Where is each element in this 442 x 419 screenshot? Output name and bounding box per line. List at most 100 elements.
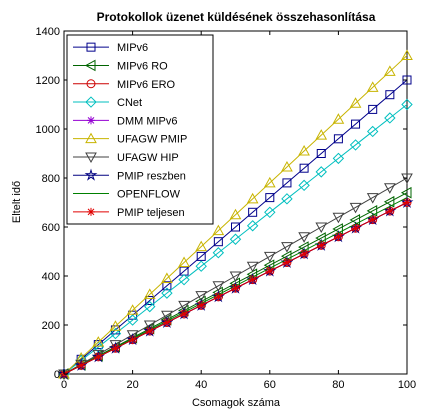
legend-label-openflow: OPENFLOW — [117, 189, 181, 201]
legend-entry-mipv6-ero: MIPv6 ERO — [73, 79, 176, 91]
legend-entry-cnet: CNet — [73, 96, 142, 109]
legend-entry-pmip-teljesen: PMIP teljesen — [73, 207, 185, 219]
data-point-pmip-teljesen — [231, 284, 240, 293]
data-point-mipv6 — [145, 296, 155, 305]
legend-entry-ufagw-hip: UFAGW HIP — [73, 152, 179, 164]
data-point-ufagw-pmip — [401, 49, 413, 60]
data-point-ufagw-pmip — [349, 97, 362, 108]
data-point-ufagw-hip — [384, 183, 396, 194]
data-point-cnet — [109, 327, 122, 340]
data-point-ufagw-pmip — [126, 304, 139, 315]
legend-entry-pmip-reszben: PMIP reszben — [73, 168, 186, 182]
data-point-ufagw-hip — [332, 212, 345, 224]
data-point-mipv6-ro — [383, 195, 395, 208]
data-point-cnet — [349, 139, 362, 151]
series-layer — [57, 49, 414, 381]
data-point-ufagw-pmip — [92, 336, 105, 347]
legend-marker-mipv6-ro — [84, 59, 96, 72]
legend-entry-dmm-mipv6: DMM MIPv6 — [73, 115, 178, 127]
data-point-mipv6 — [196, 251, 206, 261]
x-tick-label: 20 — [126, 379, 138, 391]
y-tick-label: 200 — [42, 320, 60, 332]
data-point-cnet — [229, 233, 242, 245]
data-point-ufagw-pmip — [281, 160, 293, 172]
data-point-mipv6 — [333, 134, 343, 144]
series-cnet — [58, 98, 413, 380]
data-point-pmip-teljesen — [77, 361, 86, 370]
data-point-pmip-teljesen — [282, 258, 291, 267]
y-tick-label: 600 — [42, 222, 60, 234]
data-point-mipv6-ro — [332, 223, 343, 235]
data-point-pmip-teljesen — [162, 318, 171, 327]
data-point-ufagw-hip — [212, 281, 225, 292]
data-point-ufagw-hip — [281, 242, 293, 253]
data-point-ufagw-pmip — [332, 113, 345, 124]
data-point-ufagw-pmip — [246, 192, 259, 204]
series-line-cnet — [63, 104, 408, 375]
data-point-ufagw-pmip — [212, 224, 225, 236]
legend-label-dmm-mipv6: DMM MIPv6 — [117, 115, 178, 127]
data-point-pmip-teljesen — [351, 224, 360, 233]
data-point-cnet — [281, 193, 293, 205]
legend-label-mipv6-ro: MIPv6 RO — [117, 60, 168, 72]
series-pmip-teljesen — [60, 198, 411, 378]
legend-marker-pmip-reszben — [84, 168, 98, 181]
data-point-ufagw-hip — [161, 310, 173, 322]
legend-marker-dmm-mipv6 — [87, 116, 95, 125]
data-point-ufagw-pmip — [298, 145, 310, 156]
data-point-mipv6 — [213, 237, 223, 247]
data-point-mipv6 — [128, 310, 138, 320]
legend-marker-cnet — [85, 96, 97, 108]
data-point-mipv6 — [248, 207, 258, 217]
data-point-mipv6 — [282, 178, 292, 188]
data-point-cnet — [315, 166, 327, 178]
series-line-mipv6 — [63, 79, 408, 375]
data-point-ufagw-pmip — [195, 240, 208, 252]
data-point-pmip-teljesen — [197, 301, 206, 310]
data-point-pmip-teljesen — [317, 241, 326, 250]
legend-marker-pmip-teljesen — [87, 207, 95, 216]
data-point-ufagw-hip — [246, 261, 259, 273]
y-tick-label: 1400 — [36, 26, 60, 38]
data-point-pmip-teljesen — [214, 292, 223, 301]
x-tick-label: 60 — [264, 379, 276, 391]
data-point-pmip-teljesen — [334, 232, 343, 241]
legend-label-cnet: CNet — [117, 97, 142, 109]
data-point-pmip-teljesen — [300, 249, 309, 258]
data-point-mipv6 — [368, 104, 378, 114]
y-tick-label: 0 — [54, 369, 60, 381]
data-point-pmip-teljesen — [145, 327, 154, 336]
data-point-pmip-teljesen — [248, 275, 257, 284]
legend-label-pmip-teljesen: PMIP teljesen — [117, 207, 185, 219]
legend-label-pmip-reszben: PMIP reszben — [117, 170, 186, 182]
data-point-ufagw-hip — [366, 193, 379, 204]
data-point-cnet — [161, 287, 173, 299]
data-point-ufagw-hip — [178, 300, 190, 312]
legend-label-mipv6: MIPv6 — [117, 42, 148, 54]
legend-marker-mipv6-ero — [86, 79, 96, 89]
y-tick-label: 400 — [42, 271, 60, 283]
data-point-ufagw-pmip — [161, 272, 173, 283]
x-tick-label: 100 — [398, 379, 416, 391]
legend-entry-openflow: OPENFLOW — [73, 189, 181, 201]
data-point-ufagw-hip — [229, 271, 242, 283]
data-point-ufagw-pmip — [178, 256, 190, 268]
data-point-cnet — [144, 300, 156, 313]
data-point-pmip-teljesen — [403, 198, 411, 207]
legend-label-ufagw-hip: UFAGW HIP — [117, 152, 179, 164]
data-point-mipv6 — [316, 149, 326, 158]
data-point-pmip-teljesen — [180, 309, 189, 318]
data-point-ufagw-hip — [349, 202, 362, 214]
x-tick-label: 80 — [332, 379, 344, 391]
data-point-mipv6-ro — [366, 204, 378, 217]
y-tick-label: 1000 — [36, 124, 60, 136]
legend-entry-ufagw-pmip: UFAGW PMIP — [73, 132, 187, 146]
data-point-mipv6 — [231, 222, 240, 232]
data-point-cnet — [332, 152, 345, 165]
data-point-mipv6 — [385, 90, 395, 100]
data-point-pmip-teljesen — [128, 335, 137, 344]
data-point-mipv6 — [299, 163, 309, 173]
legend-marker-ufagw-hip — [85, 152, 97, 163]
